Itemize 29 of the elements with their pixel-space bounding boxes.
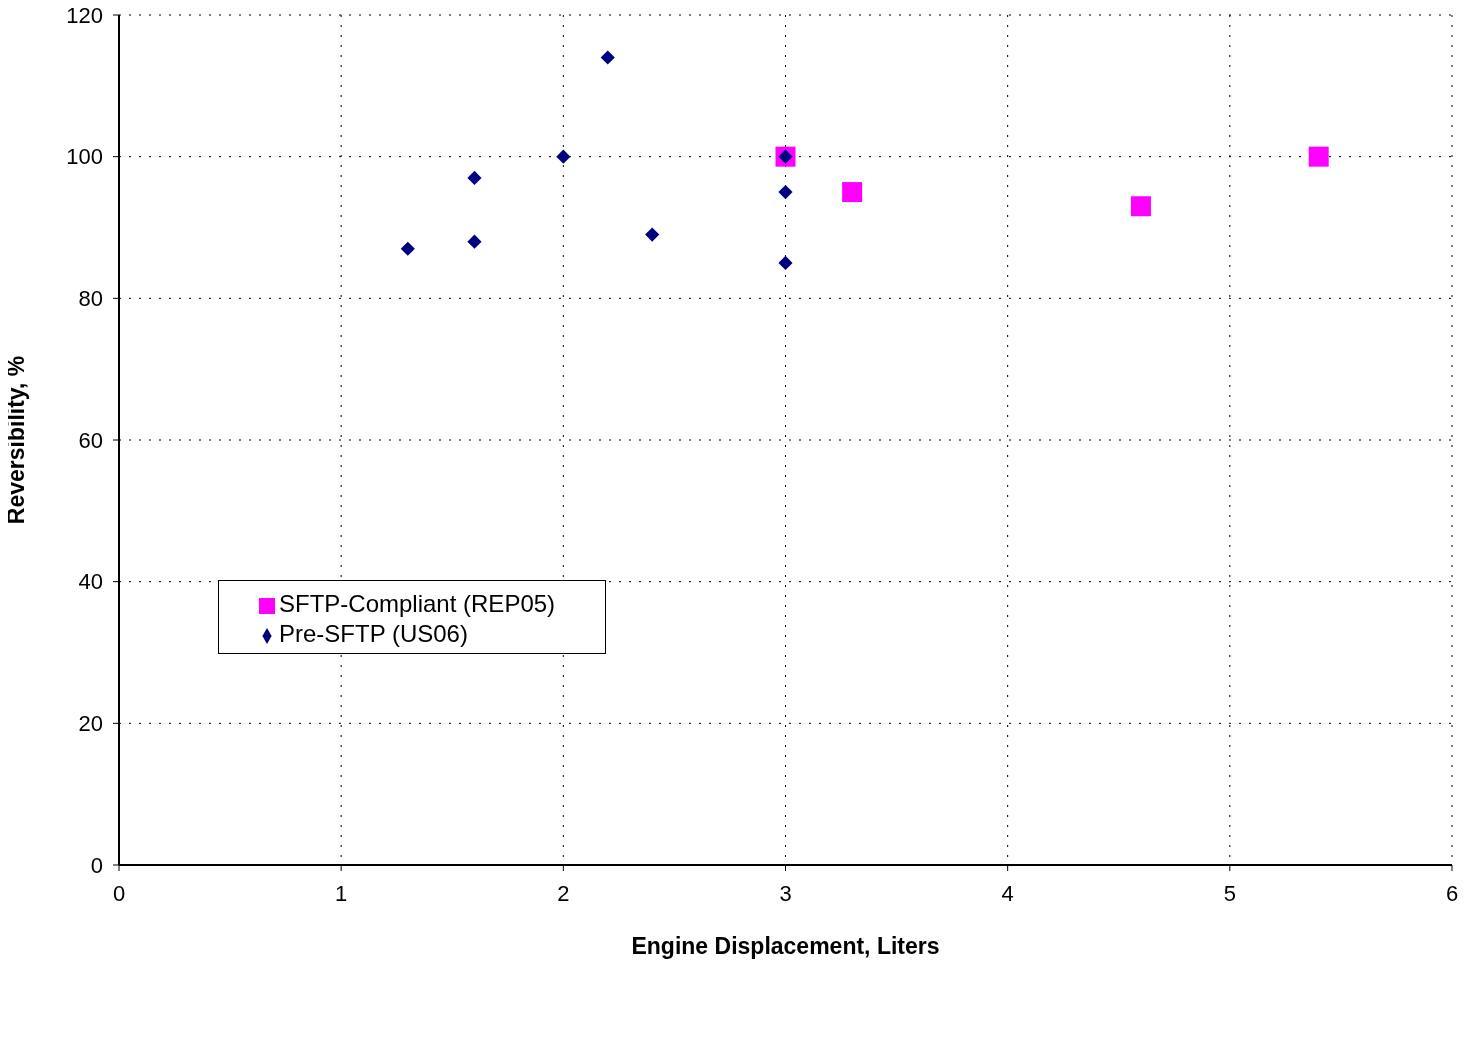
point bbox=[600, 50, 615, 65]
x-tick-label: 0 bbox=[112, 880, 126, 906]
y-tick-label: 100 bbox=[66, 144, 103, 170]
point bbox=[778, 185, 793, 200]
x-tick-label: 4 bbox=[1001, 880, 1014, 906]
x-tick-label: 3 bbox=[779, 880, 792, 906]
point bbox=[645, 227, 660, 242]
legend-label: SFTP-Compliant (REP05) bbox=[279, 590, 556, 617]
x-tick-label: 2 bbox=[557, 880, 570, 906]
x-tick-label: 5 bbox=[1223, 880, 1236, 906]
point bbox=[1308, 146, 1329, 167]
point bbox=[556, 149, 571, 164]
legend-label: Pre-SFTP (US06) bbox=[279, 620, 468, 647]
y-tick-label: 20 bbox=[78, 711, 103, 737]
x-axis-title: Engine Displacement, Liters bbox=[631, 933, 940, 959]
point bbox=[467, 234, 482, 249]
point bbox=[778, 255, 793, 270]
y-tick-label: 0 bbox=[90, 852, 103, 878]
y-tick-label: 120 bbox=[66, 2, 103, 28]
point bbox=[842, 182, 863, 203]
y-tick-label: 60 bbox=[78, 427, 103, 453]
y-axis-title: Reversibility, % bbox=[3, 355, 30, 525]
point bbox=[467, 170, 482, 185]
x-tick-label: 1 bbox=[335, 880, 348, 906]
y-tick-label: 80 bbox=[78, 286, 103, 312]
y-tick-label: 40 bbox=[78, 569, 103, 595]
x-tick-label: 6 bbox=[1445, 880, 1459, 906]
point bbox=[400, 241, 415, 256]
point bbox=[1130, 196, 1151, 217]
